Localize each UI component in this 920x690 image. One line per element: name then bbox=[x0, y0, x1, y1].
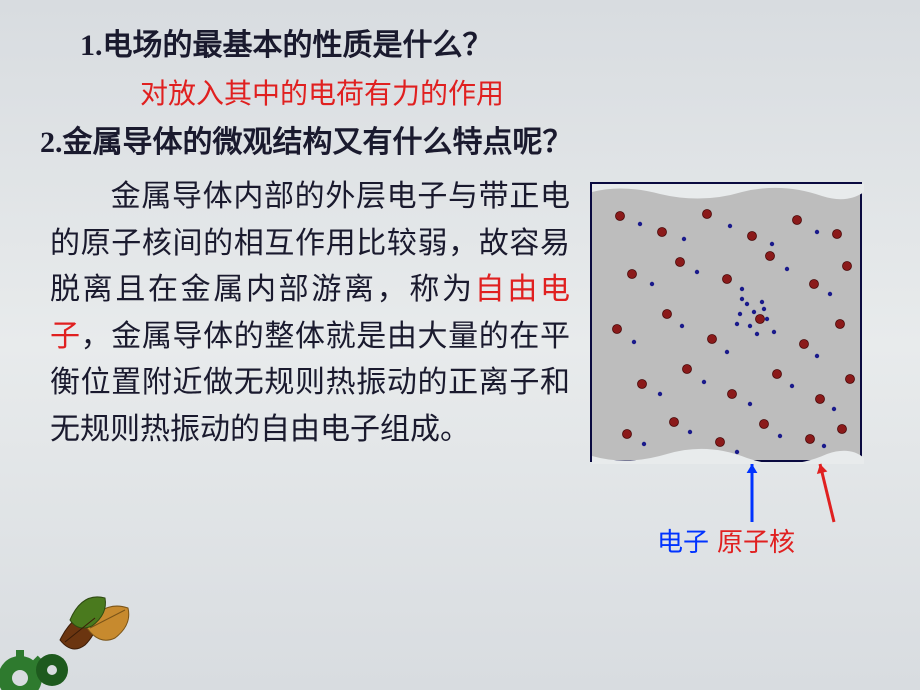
electron-dot bbox=[688, 430, 692, 434]
nucleus-dot bbox=[810, 280, 819, 289]
electron-dot bbox=[735, 450, 739, 454]
electron-dot bbox=[695, 270, 699, 274]
question-1: 1.电场的最基本的性质是什么？ bbox=[80, 20, 880, 64]
nucleus-dot bbox=[623, 430, 632, 439]
electron-dot bbox=[752, 310, 756, 314]
electron-dot bbox=[832, 407, 836, 411]
electron-dot bbox=[762, 307, 766, 311]
metal-conductor-diagram bbox=[590, 182, 862, 462]
electron-dot bbox=[682, 237, 686, 241]
electron-dot bbox=[785, 267, 789, 271]
corner-decoration bbox=[0, 570, 160, 690]
electron-dot bbox=[632, 340, 636, 344]
gear-icon bbox=[0, 650, 68, 690]
nucleus-dot bbox=[676, 258, 685, 267]
electron-dot bbox=[642, 442, 646, 446]
nucleus-dot bbox=[766, 252, 775, 261]
body-post: ，金属导体的整体就是由大量的在平衡位置附近做无规则热振动的正离子和无规则热振动的… bbox=[50, 320, 570, 446]
nucleus-dot bbox=[616, 212, 625, 221]
nucleus-dot bbox=[716, 438, 725, 447]
electron-dot bbox=[772, 330, 776, 334]
electron-dot bbox=[680, 324, 684, 328]
electron-dot bbox=[725, 350, 729, 354]
electron-dot bbox=[738, 312, 742, 316]
nucleus-dot bbox=[793, 216, 802, 225]
electron-dot bbox=[745, 302, 749, 306]
question-2: 2.金属导体的微观结构又有什么特点呢？ bbox=[40, 122, 880, 164]
nucleus-dot bbox=[833, 230, 842, 239]
nucleus-dot bbox=[613, 325, 622, 334]
electron-dot bbox=[770, 242, 774, 246]
electron-dot bbox=[735, 322, 739, 326]
electron-dot bbox=[702, 380, 706, 384]
body-paragraph: 金属导体内部的外层电子与带正电的原子核间的相互作用比较弱，故容易脱离且在金属内部… bbox=[50, 174, 570, 453]
nucleus-dot bbox=[683, 365, 692, 374]
nucleus-dot bbox=[628, 270, 637, 279]
electron-dot bbox=[828, 292, 832, 296]
nucleus-arrow bbox=[817, 464, 834, 522]
electron-dot bbox=[650, 282, 654, 286]
electron-dot bbox=[755, 332, 759, 336]
answer-1: 对放入其中的电荷有力的作用 bbox=[140, 72, 880, 112]
electron-dot bbox=[815, 354, 819, 358]
leaf-icon bbox=[60, 597, 129, 649]
electron-dot bbox=[740, 287, 744, 291]
nucleus-dot bbox=[663, 310, 672, 319]
nucleus-dot bbox=[638, 380, 647, 389]
nucleus-dot bbox=[843, 262, 852, 271]
nucleus-dot bbox=[773, 370, 782, 379]
nucleus-dot bbox=[806, 435, 815, 444]
nucleus-dot bbox=[838, 425, 847, 434]
electron-dot bbox=[815, 230, 819, 234]
nucleus-dot bbox=[703, 210, 712, 219]
nucleus-dot bbox=[670, 418, 679, 427]
electron-dot bbox=[765, 317, 769, 321]
nucleus-dot bbox=[658, 228, 667, 237]
nucleus-dot bbox=[846, 375, 855, 384]
electron-dot bbox=[658, 392, 662, 396]
electron-dot bbox=[740, 297, 744, 301]
nucleus-dot bbox=[836, 320, 845, 329]
nucleus-dot bbox=[760, 420, 769, 429]
nucleus-dot bbox=[723, 275, 732, 284]
nucleus-dot bbox=[756, 315, 765, 324]
electron-dot bbox=[760, 300, 764, 304]
electron-dot bbox=[790, 384, 794, 388]
electron-dot bbox=[822, 444, 826, 448]
electron-dot bbox=[748, 324, 752, 328]
diagram-bottom-edge bbox=[592, 449, 864, 464]
electron-dot bbox=[778, 434, 782, 438]
electron-arrow bbox=[747, 464, 758, 522]
nucleus-dot bbox=[728, 390, 737, 399]
nucleus-dot bbox=[708, 335, 717, 344]
electron-dot bbox=[728, 224, 732, 228]
electron-dot bbox=[748, 402, 752, 406]
nucleus-dot bbox=[748, 232, 757, 241]
nucleus-dot bbox=[800, 340, 809, 349]
nucleus-dot bbox=[816, 395, 825, 404]
electron-dot bbox=[638, 222, 642, 226]
diagram-top-edge bbox=[592, 184, 864, 199]
